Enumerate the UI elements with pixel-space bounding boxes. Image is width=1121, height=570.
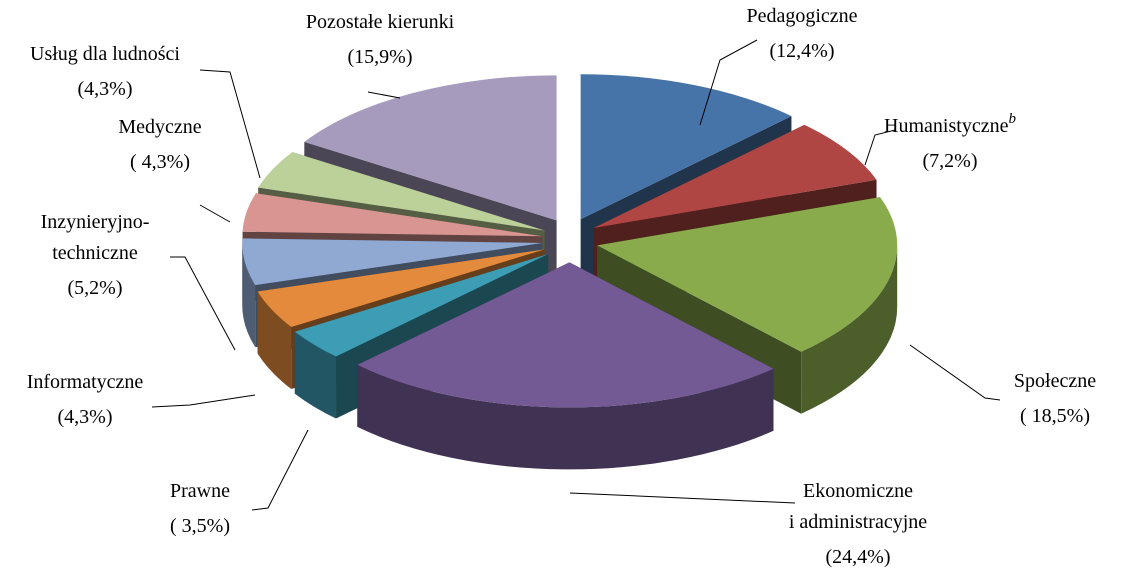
category-line: Usług dla ludności — [30, 43, 180, 65]
slice-wall — [242, 242, 256, 348]
value-label: ( 3,5%) — [170, 515, 230, 537]
category-label: Pozostałe kierunki — [306, 11, 455, 33]
slice — [294, 254, 549, 357]
leader-line — [199, 204, 231, 223]
category-line: Pozostałe kierunki — [306, 11, 455, 33]
category-note: b — [1008, 111, 1016, 127]
leader-line — [367, 91, 401, 99]
category-label: Pedagogiczne — [746, 5, 857, 27]
value-label: ( 4,3%) — [130, 151, 190, 173]
slice — [580, 74, 792, 220]
leader-line — [170, 256, 236, 351]
category-label: Medyczne — [118, 116, 201, 138]
leader-line — [569, 492, 796, 504]
value-label: ( 18,5%) — [1020, 405, 1090, 427]
slice-wall — [257, 291, 292, 390]
category-line: techniczne — [52, 242, 138, 264]
value-label: (24,4%) — [826, 546, 891, 568]
leader-line — [251, 429, 309, 511]
slice-wall — [801, 245, 898, 414]
slice — [597, 197, 898, 352]
category-label: Inzynieryjno-techniczne — [41, 211, 150, 264]
slice — [258, 152, 545, 231]
value-label: (12,4%) — [770, 40, 835, 62]
category-line: Prawne — [170, 480, 230, 502]
slice-wall — [357, 364, 774, 470]
slice — [593, 124, 877, 228]
slice-wall — [294, 331, 337, 419]
leader-line — [909, 344, 1001, 401]
leader-line — [151, 394, 256, 408]
category-line: Medyczne — [118, 116, 201, 138]
slice — [304, 75, 557, 221]
leader-line — [199, 69, 261, 179]
category-label: Społeczne — [1014, 370, 1096, 392]
slice — [242, 238, 543, 286]
leader-line — [864, 129, 896, 166]
category-line: Pedagogiczne — [746, 5, 857, 27]
value-label: (5,2%) — [68, 277, 123, 299]
slice — [257, 249, 545, 328]
value-label: (4,3%) — [58, 406, 113, 428]
category-line: Humanistyczne — [884, 115, 1009, 137]
value-label: (7,2%) — [923, 150, 978, 172]
category-line: Informatyczne — [27, 371, 144, 393]
value-label: (15,9%) — [348, 46, 413, 68]
leader-line — [699, 39, 758, 126]
value-label: (4,3%) — [78, 78, 133, 100]
category-label: Ekonomiczne i administracyjne — [789, 480, 927, 533]
slice — [357, 262, 774, 408]
category-line: Inzynieryjno- — [41, 211, 150, 233]
category-label: Usług dla ludności — [30, 43, 180, 65]
slice-group — [357, 262, 774, 470]
slice — [242, 193, 543, 237]
category-line: i administracyjne — [789, 511, 927, 533]
category-label: Informatyczne — [27, 371, 144, 393]
slice-side — [294, 254, 549, 394]
category-label: Humanistyczneb — [884, 111, 1016, 137]
category-label: Prawne — [170, 480, 230, 502]
category-line: Ekonomiczne — [803, 480, 913, 502]
category-line: Społeczne — [1014, 370, 1096, 392]
